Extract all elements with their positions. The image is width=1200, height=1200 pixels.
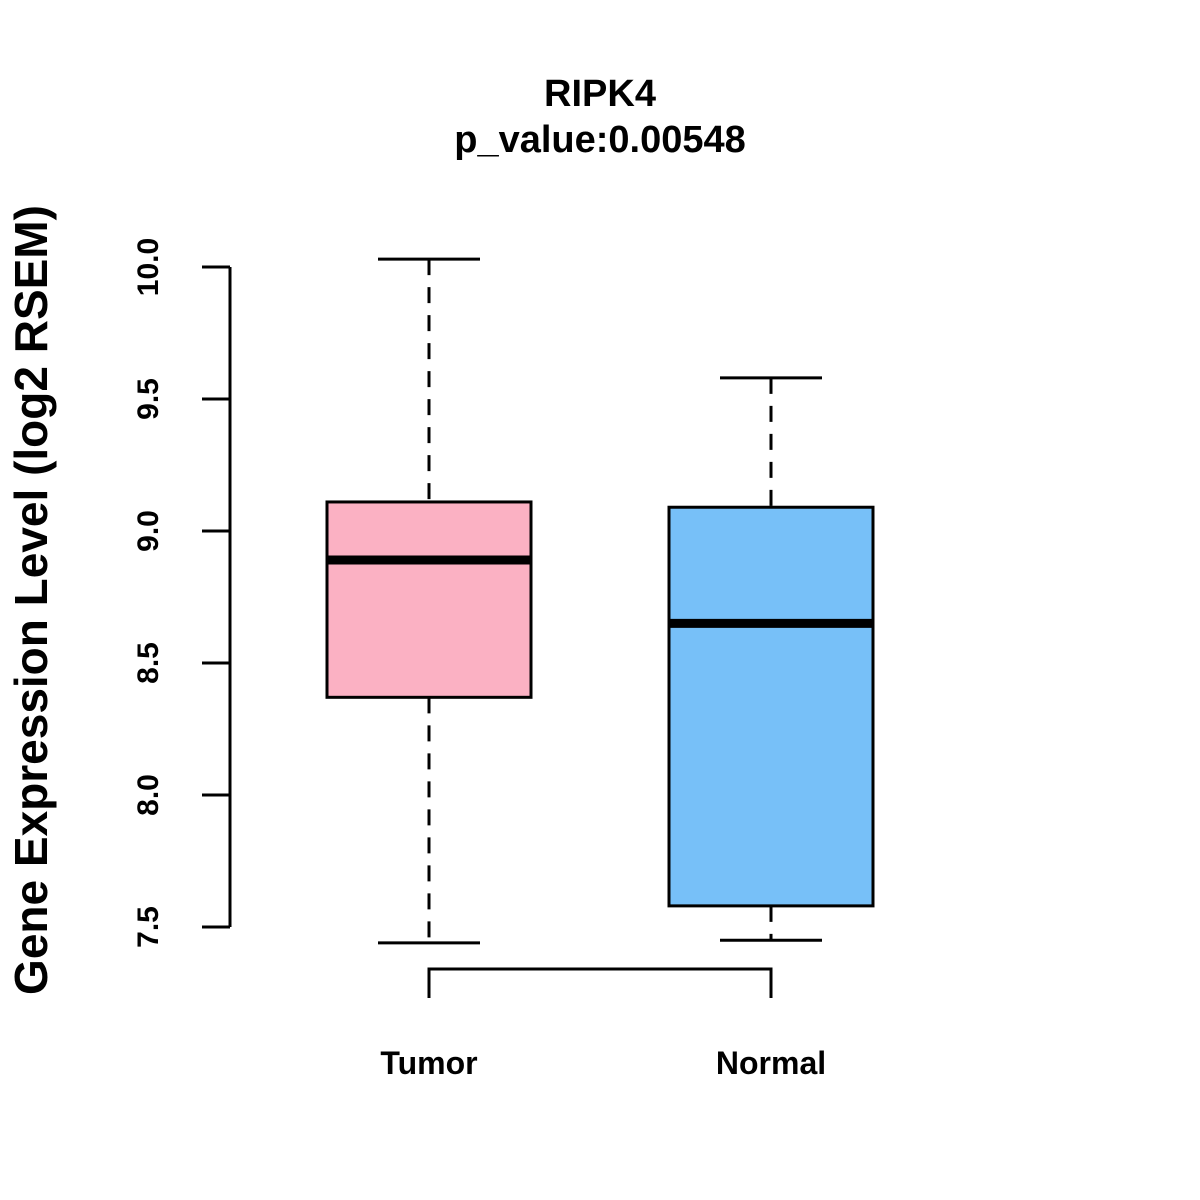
- chart-subtitle: p_value:0.00548: [454, 119, 746, 161]
- y-tick-label: 8.0: [132, 774, 165, 816]
- iqr-box: [667, 505, 875, 908]
- box-normal: [667, 376, 875, 942]
- x-axis-labels: Tumor Normal: [380, 1045, 826, 1081]
- y-axis: 7.5 8.0 8.5 9.0 9.5 10.0: [132, 238, 232, 948]
- boxes: [325, 257, 875, 945]
- comparison-bracket: [427, 967, 773, 998]
- y-tick-label: 9.0: [132, 510, 165, 552]
- iqr-box: [325, 500, 533, 699]
- bracket-line: [427, 967, 773, 998]
- y-axis-label: Gene Expression Level (log2 RSEM): [5, 205, 57, 995]
- chart-title: RIPK4: [544, 73, 656, 115]
- y-tick-label: 8.5: [132, 642, 165, 684]
- y-tick-label: 10.0: [132, 238, 165, 296]
- y-tick-label: 7.5: [132, 906, 165, 948]
- box-tumor: [325, 257, 533, 945]
- x-category-label: Normal: [716, 1045, 826, 1081]
- y-tick-label: 9.5: [132, 378, 165, 420]
- x-category-label: Tumor: [380, 1045, 477, 1081]
